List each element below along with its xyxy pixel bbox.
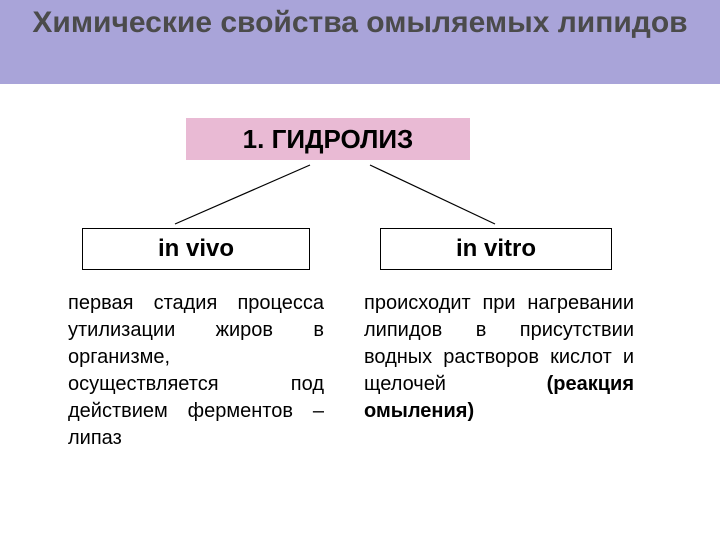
description-in-vivo: первая стадия процесса утилизации жиров … <box>68 290 324 452</box>
branch-label-in-vivo: in vivo <box>158 235 234 263</box>
branch-box-in-vivo: in vivo <box>82 228 310 270</box>
branch-connectors <box>0 0 720 540</box>
branch-label-in-vitro: in vitro <box>456 235 536 263</box>
description-in-vivo-text: первая стадия процесса утилизации жиров … <box>68 292 324 449</box>
branch-box-in-vitro: in vitro <box>380 228 612 270</box>
description-in-vitro: происходит при нагревании липидов в прис… <box>364 290 634 425</box>
